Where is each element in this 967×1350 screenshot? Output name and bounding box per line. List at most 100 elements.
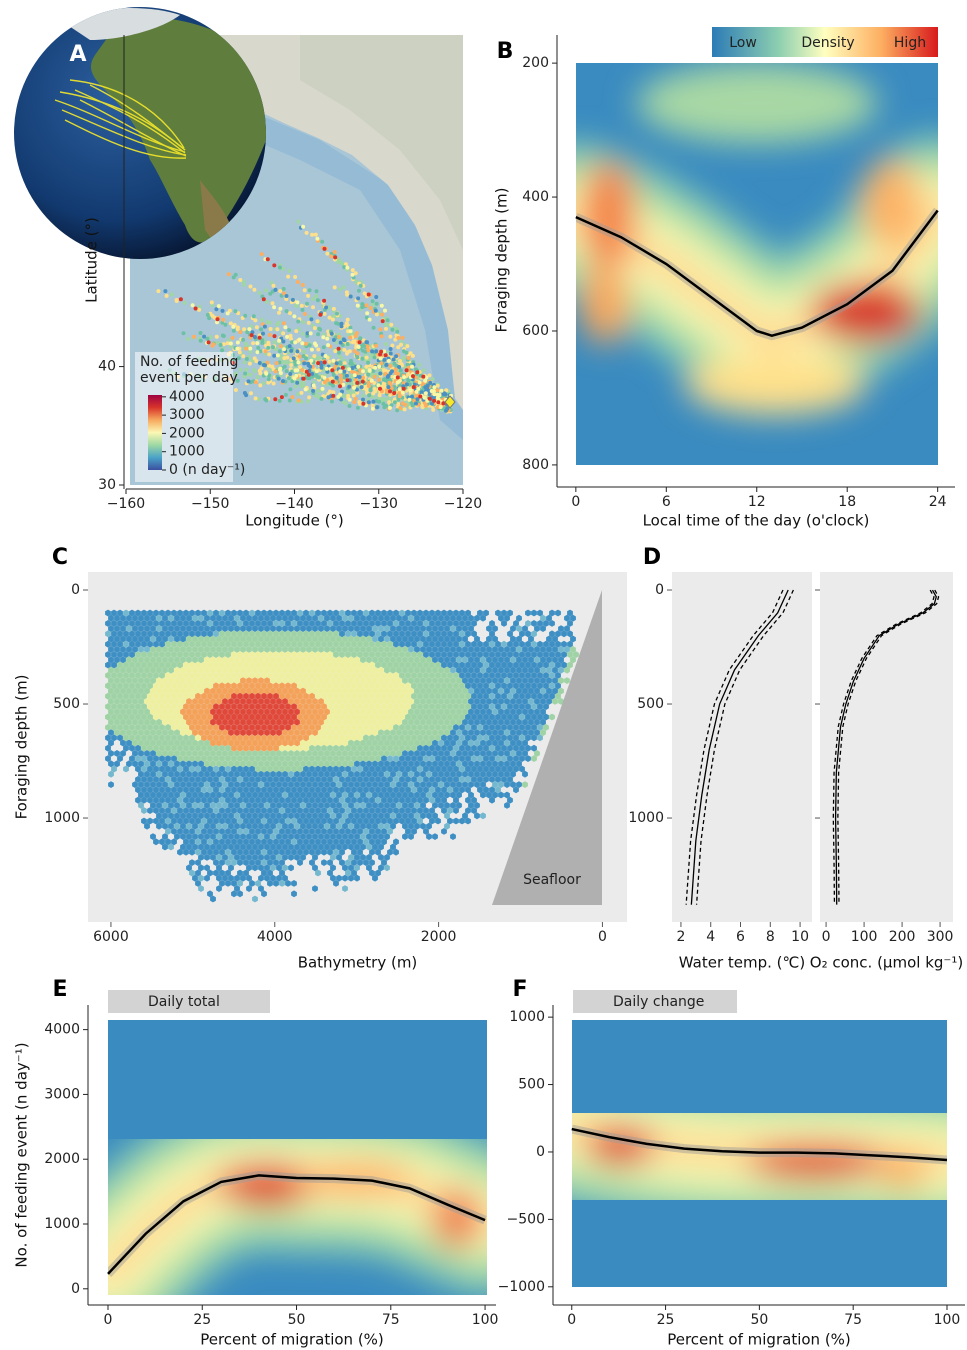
legend-label: High <box>894 35 926 51</box>
y-tick-label: 0 <box>536 1144 545 1160</box>
x-tick-label: 300 <box>927 929 954 945</box>
density-blob <box>217 1163 318 1207</box>
track-points <box>188 224 454 411</box>
y-axis-title: Foraging depth (m) <box>493 188 511 333</box>
x-tick-label: 6 <box>736 929 745 945</box>
y-axis-title: Foraging depth (m) <box>13 675 31 820</box>
hex-cells <box>144 651 414 752</box>
colorbar-tick-label: 2000 <box>169 425 205 441</box>
colorbar-title: event per day <box>140 370 238 386</box>
y-tick-label: 1000 <box>628 810 664 826</box>
y-tick-label: 4000 <box>44 1022 80 1038</box>
legend-label: Low <box>729 35 757 51</box>
y-tick-label: 200 <box>522 55 549 71</box>
density-blob <box>860 158 921 249</box>
strip-label: Daily total <box>148 994 220 1010</box>
land-relief <box>300 35 463 250</box>
x-tick-label: 50 <box>288 1312 306 1328</box>
y-tick-label: 1000 <box>509 1009 545 1025</box>
x-axis-title: Percent of migration (%) <box>200 1331 384 1349</box>
y-tick-label: 500 <box>53 696 80 712</box>
globe-inset <box>14 7 266 259</box>
colorbar-tick-label: 3000 <box>169 407 205 423</box>
density-blob <box>810 282 921 343</box>
density-field <box>576 63 938 465</box>
y-tick-label: 500 <box>637 696 664 712</box>
profile-bound <box>685 589 784 905</box>
globe-land <box>91 17 266 243</box>
x-axis-title: Local time of the day (o'clock) <box>643 512 870 530</box>
y-tick-label: −500 <box>507 1211 545 1227</box>
panel-letter: D <box>643 545 661 570</box>
x-tick-label: 0 <box>598 929 607 945</box>
x-tick-label: 6000 <box>93 929 129 945</box>
x-tick-label: 100 <box>851 929 878 945</box>
y-tick-label: 500 <box>518 1077 545 1093</box>
strip <box>108 990 270 1013</box>
x-tick-label: 2000 <box>421 929 457 945</box>
track-points <box>167 239 453 413</box>
y-tick-label: 800 <box>522 457 549 473</box>
panel-background <box>820 572 953 922</box>
x-tick-label: 8 <box>766 929 775 945</box>
x-tick-label: −120 <box>444 496 482 512</box>
x-tick-label: 200 <box>889 929 916 945</box>
density-field <box>108 1020 487 1295</box>
trend-line <box>107 1174 486 1275</box>
x-tick-label: −130 <box>360 496 398 512</box>
x-tick-label: −160 <box>107 496 145 512</box>
colorbar-tick-label: 0 (n day⁻¹) <box>169 462 245 478</box>
hex-cells <box>180 677 330 752</box>
y-tick-label: 1000 <box>44 810 80 826</box>
x-axis-title: O₂ conc. (μmol kg⁻¹) <box>810 954 963 972</box>
profile-bound <box>832 589 935 905</box>
profile-line <box>690 589 789 905</box>
hex-cells <box>105 609 576 903</box>
x-axis-title: Longitude (°) <box>245 512 344 530</box>
tag-site <box>444 395 456 409</box>
y-tick-label: 0 <box>71 1281 80 1297</box>
x-tick-label: 75 <box>382 1312 400 1328</box>
y-tick-label: −1000 <box>498 1279 545 1295</box>
y-tick-label: 3000 <box>44 1086 80 1102</box>
density-blob <box>877 1151 927 1188</box>
colorbar-tick-label: 4000 <box>169 389 205 405</box>
strip <box>573 990 737 1013</box>
hex-cells <box>105 630 579 788</box>
x-tick-label: 12 <box>748 494 766 510</box>
x-tick-label: −150 <box>191 496 229 512</box>
trend-line <box>571 1127 948 1162</box>
profile-line <box>834 589 937 905</box>
x-tick-label: 0 <box>571 494 580 510</box>
y-tick-label: 30 <box>98 477 116 493</box>
x-axis-title: Bathymetry (m) <box>298 954 418 972</box>
x-axis-title: Water temp. (℃) <box>679 954 805 972</box>
x-tick-label: 24 <box>929 494 947 510</box>
y-axis-title: Latitude (°) <box>83 217 101 303</box>
colorbar-title: No. of feeding <box>140 354 238 370</box>
y-tick-label: 0 <box>71 582 80 598</box>
strip-label: Daily change <box>613 994 704 1010</box>
legend-label: Density <box>801 35 854 51</box>
legend-gradient <box>712 27 938 57</box>
panel-letter: A <box>69 42 86 67</box>
hex-cells <box>210 692 300 736</box>
x-tick-label: 25 <box>657 1312 675 1328</box>
y-tick-label: 1000 <box>44 1216 80 1232</box>
x-tick-label: 50 <box>750 1312 768 1328</box>
x-tick-label: 2 <box>676 929 685 945</box>
x-tick-label: 18 <box>838 494 856 510</box>
y-tick-label: 2000 <box>44 1151 80 1167</box>
profile-bound <box>695 589 794 905</box>
panel-background <box>672 572 812 922</box>
x-tick-label: 75 <box>844 1312 862 1328</box>
trend-line <box>575 209 939 337</box>
density-blob <box>579 264 630 345</box>
panel-letter: C <box>52 545 68 570</box>
density-blob <box>580 160 637 271</box>
density-blob <box>685 354 866 415</box>
x-tick-label: 6 <box>662 494 671 510</box>
panel-letter: B <box>497 39 514 64</box>
profile-bound <box>837 589 940 905</box>
panel-letter: F <box>512 977 527 1002</box>
